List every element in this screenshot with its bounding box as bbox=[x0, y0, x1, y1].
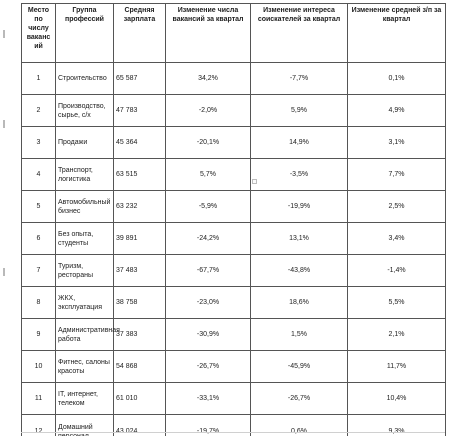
cell-salary-change: 3,1% bbox=[347, 126, 446, 159]
header-salary-change: Изменение средней з/п за квартал bbox=[347, 3, 446, 63]
cell-vacancy-change: -20,1% bbox=[165, 126, 251, 159]
cell-salary-change: 2,5% bbox=[347, 190, 446, 223]
cell-rank: 8 bbox=[21, 286, 56, 319]
cell-interest-change: -7,7% bbox=[250, 62, 348, 95]
cell-vacancy-change: -33,1% bbox=[165, 382, 251, 415]
table-row: 9 Административная работа 37 383 -30,9% … bbox=[21, 318, 446, 351]
cell-group: Туризм, рестораны bbox=[55, 254, 114, 287]
cell-interest-change: -3,5% bbox=[250, 158, 348, 191]
cell-salary-change: -1,4% bbox=[347, 254, 446, 287]
cell-interest-change: 1,5% bbox=[250, 318, 348, 351]
cell-salary-change: 4,9% bbox=[347, 94, 446, 127]
cell-salary: 47 783 bbox=[113, 94, 166, 127]
cell-rank: 9 bbox=[21, 318, 56, 351]
cell-vacancy-change: -26,7% bbox=[165, 350, 251, 383]
left-margin-mark bbox=[3, 120, 5, 128]
header-group: Группа профессий bbox=[55, 3, 114, 63]
table-row: 12 Домашний персонал 43 024 -19,7% 0,6% … bbox=[21, 414, 446, 436]
cell-interest-change: 18,6% bbox=[250, 286, 348, 319]
cell-salary: 65 587 bbox=[113, 62, 166, 95]
table-header-row: Место по числу ваканс ий Группа професси… bbox=[21, 3, 446, 63]
cell-salary: 63 232 bbox=[113, 190, 166, 223]
cell-vacancy-change: 34,2% bbox=[165, 62, 251, 95]
cell-interest-change: 13,1% bbox=[250, 222, 348, 255]
cell-salary: 37 483 bbox=[113, 254, 166, 287]
table-row: 7 Туризм, рестораны 37 483 -67,7% -43,8%… bbox=[21, 254, 446, 287]
resize-handle-icon bbox=[252, 179, 257, 184]
cell-salary-change: 5,5% bbox=[347, 286, 446, 319]
cell-interest-change: -19,9% bbox=[250, 190, 348, 223]
cell-salary-change: 2,1% bbox=[347, 318, 446, 351]
cell-rank: 10 bbox=[21, 350, 56, 383]
header-interest-change: Изменение интереса соискателей за кварта… bbox=[250, 3, 348, 63]
table-row: 10 Фитнес, салоны красоты 54 868 -26,7% … bbox=[21, 350, 446, 383]
table-row: 5 Автомобильный бизнес 63 232 -5,9% -19,… bbox=[21, 190, 446, 223]
table-row: 4 Транспорт, логистика 63 515 5,7% -3,5%… bbox=[21, 158, 446, 191]
header-salary: Средняя зарплата bbox=[113, 3, 166, 63]
cell-rank: 11 bbox=[21, 382, 56, 415]
table-row: 1 Строительство 65 587 34,2% -7,7% 0,1% bbox=[21, 62, 446, 95]
cell-salary-change: 0,1% bbox=[347, 62, 446, 95]
cell-salary: 61 010 bbox=[113, 382, 166, 415]
cell-group: Производство, сырье, с/х bbox=[55, 94, 114, 127]
cell-rank: 1 bbox=[21, 62, 56, 95]
salary-table: Место по числу ваканс ий Группа професси… bbox=[21, 3, 446, 436]
cell-salary-change: 10,4% bbox=[347, 382, 446, 415]
header-rank: Место по числу ваканс ий bbox=[21, 3, 56, 63]
cell-vacancy-change: -2,0% bbox=[165, 94, 251, 127]
cell-rank: 6 bbox=[21, 222, 56, 255]
cell-group: Без опыта, студенты bbox=[55, 222, 114, 255]
cell-salary: 37 383 bbox=[113, 318, 166, 351]
cell-salary-change: 7,7% bbox=[347, 158, 446, 191]
cell-salary-change: 9,3% bbox=[347, 414, 446, 436]
cell-rank: 4 bbox=[21, 158, 56, 191]
cell-vacancy-change: -67,7% bbox=[165, 254, 251, 287]
cell-salary: 39 891 bbox=[113, 222, 166, 255]
cell-vacancy-change: 5,7% bbox=[165, 158, 251, 191]
cell-interest-change: 5,9% bbox=[250, 94, 348, 127]
cell-interest-change: -43,8% bbox=[250, 254, 348, 287]
cell-vacancy-change: -24,2% bbox=[165, 222, 251, 255]
cell-salary-change: 11,7% bbox=[347, 350, 446, 383]
cell-salary: 38 758 bbox=[113, 286, 166, 319]
cell-interest-change: 14,9% bbox=[250, 126, 348, 159]
cell-rank: 3 bbox=[21, 126, 56, 159]
cell-group: Автомобильный бизнес bbox=[55, 190, 114, 223]
cell-rank: 2 bbox=[21, 94, 56, 127]
cell-salary: 54 868 bbox=[113, 350, 166, 383]
table-row: 6 Без опыта, студенты 39 891 -24,2% 13,1… bbox=[21, 222, 446, 255]
cell-group: Административная работа bbox=[55, 318, 120, 351]
cell-salary: 45 364 bbox=[113, 126, 166, 159]
cell-group: Продажи bbox=[55, 126, 114, 159]
cell-salary-change: 3,4% bbox=[347, 222, 446, 255]
cell-vacancy-change: -23,0% bbox=[165, 286, 251, 319]
cell-vacancy-change: -30,9% bbox=[165, 318, 251, 351]
cell-vacancy-change: -5,9% bbox=[165, 190, 251, 223]
left-margin-mark bbox=[3, 30, 5, 38]
cell-group: IT, интернет, телеком bbox=[55, 382, 114, 415]
cell-interest-change: -26,7% bbox=[250, 382, 348, 415]
cell-group: Фитнес, салоны красоты bbox=[55, 350, 114, 383]
header-vacancy-change: Изменение числа вакансий за квартал bbox=[165, 3, 251, 63]
cell-group: Домашний персонал bbox=[55, 414, 114, 436]
left-margin-mark bbox=[3, 268, 5, 276]
cell-group: Строительство bbox=[55, 62, 114, 95]
cell-rank: 5 bbox=[21, 190, 56, 223]
cell-salary: 63 515 bbox=[113, 158, 166, 191]
table-row: 2 Производство, сырье, с/х 47 783 -2,0% … bbox=[21, 94, 446, 127]
cell-group: ЖКХ, эксплуатация bbox=[55, 286, 114, 319]
cell-rank: 7 bbox=[21, 254, 56, 287]
table-row: 11 IT, интернет, телеком 61 010 -33,1% -… bbox=[21, 382, 446, 415]
cell-interest-change: -45,9% bbox=[250, 350, 348, 383]
table-row: 8 ЖКХ, эксплуатация 38 758 -23,0% 18,6% … bbox=[21, 286, 446, 319]
page-bottom-divider bbox=[21, 432, 445, 433]
table-row: 3 Продажи 45 364 -20,1% 14,9% 3,1% bbox=[21, 126, 446, 159]
cell-group: Транспорт, логистика bbox=[55, 158, 114, 191]
